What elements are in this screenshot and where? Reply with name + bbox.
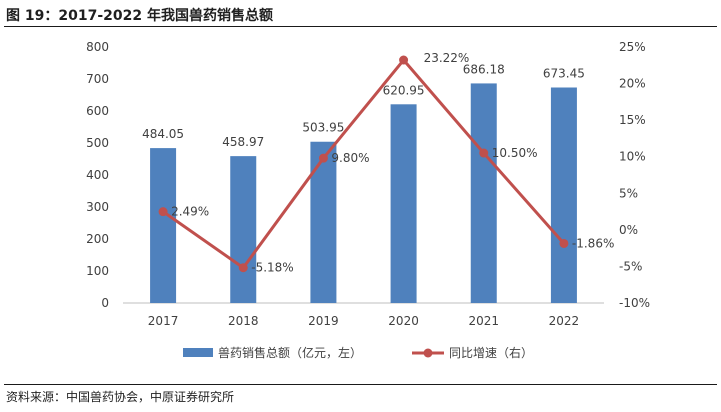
growth-value-label: 2.49% [171, 205, 209, 219]
growth-line [162, 58, 566, 270]
y-right-tick-label: 5% [619, 186, 638, 200]
x-tick-label: 2017 [148, 314, 179, 328]
x-tick-label: 2022 [549, 314, 580, 328]
combo-chart: 0 100 200 300 400 500 600 700 800 -10% -5% 0% 5% 10% 1… [86, 40, 650, 360]
y-left-tick-label: 700 [86, 72, 109, 86]
bar [390, 104, 417, 304]
figure-title: 图 19：2017-2022 年我国兽药销售总额 [6, 8, 273, 24]
y-right-tick-label: 0% [619, 223, 638, 237]
growth-point [399, 55, 409, 65]
growth-value-label: -5.18% [251, 261, 293, 275]
bar [550, 87, 577, 303]
legend-bar-label: 兽药销售总额（亿元，左） [218, 345, 362, 360]
legend-line-marker [423, 348, 433, 358]
bar [230, 156, 257, 303]
bar [310, 141, 337, 303]
y-right-tick-label: -10% [619, 296, 650, 310]
y-right-tick-label: 10% [619, 150, 646, 164]
growth-point [479, 148, 489, 158]
y-left-tick-label: 200 [86, 232, 109, 246]
bar-value-label: 673.45 [543, 66, 585, 80]
legend-line-label: 同比增速（右） [449, 345, 533, 360]
y-left-tick-label: 600 [86, 104, 109, 118]
bar-value-label: 620.95 [383, 83, 425, 97]
bar-value-label: 484.05 [142, 127, 184, 141]
source-note: 资料来源：中国兽药协会，中原证券研究所 [6, 390, 235, 404]
title-bar: 图 19：2017-2022 年我国兽药销售总额 [4, 2, 717, 27]
bar-value-label: 686.18 [463, 62, 505, 76]
bar [150, 148, 177, 303]
growth-value-label: -1.86% [572, 236, 614, 250]
y-right-tick-label: 20% [619, 77, 646, 91]
y-right-tick-label: 15% [619, 113, 646, 127]
growth-value-label: 9.80% [331, 151, 369, 165]
growth-point [559, 238, 569, 248]
x-tick-label: 2019 [308, 314, 339, 328]
footer-rule [4, 384, 717, 385]
y-left-tick-label: 500 [86, 136, 109, 150]
x-tick-label: 2021 [468, 314, 499, 328]
growth-value-label: 10.50% [492, 146, 538, 160]
y-left-tick-label: 300 [86, 200, 109, 214]
growth-value-label: 23.22% [424, 51, 470, 65]
y-left-tick-label: 400 [86, 168, 109, 182]
y-left-tick-label: 0 [101, 296, 109, 310]
y-left-tick-label: 800 [86, 40, 109, 54]
y-right-tick-label: -5% [619, 259, 642, 273]
growth-point [318, 153, 328, 163]
bar-value-label: 503.95 [302, 121, 344, 135]
bar [470, 83, 497, 304]
bar-value-label: 458.97 [222, 135, 264, 149]
x-tick-label: 2020 [388, 314, 419, 328]
legend-bar-swatch [183, 348, 213, 357]
y-left-tick-label: 100 [86, 264, 109, 278]
growth-point [158, 207, 168, 217]
y-right-tick-label: 25% [619, 40, 646, 54]
growth-point [238, 263, 248, 273]
x-tick-label: 2018 [228, 314, 259, 328]
